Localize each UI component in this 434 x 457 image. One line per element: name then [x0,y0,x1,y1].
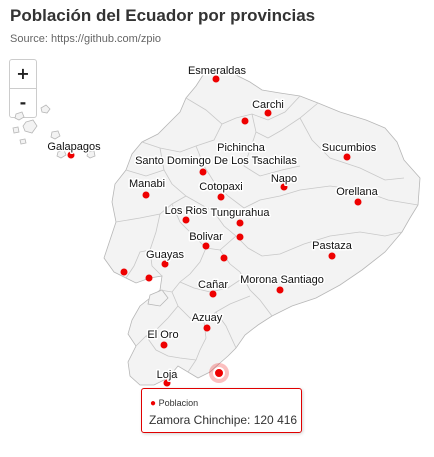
label-sucumbios: Sucumbios [322,142,377,154]
point-manabi[interactable] [142,191,150,199]
tooltip-series: ● Poblacion [150,398,198,409]
point-el-oro[interactable] [160,341,168,349]
point-sucumbios[interactable] [343,153,351,161]
label-tungurahua: Tungurahua [211,207,271,219]
label-esmeraldas: Esmeraldas [188,65,247,77]
label-galapagos: Galapagos [47,141,101,153]
label-santo-domingo-de-los-tsachilas: Santo Domingo De Los Tsachilas [135,155,297,167]
label-orellana: Orellana [336,186,378,198]
point-carchi[interactable] [264,109,272,117]
point-pichincha[interactable] [241,117,249,125]
point-santo-domingo-de-los-tsachilas[interactable] [199,168,207,176]
point-tungurahua[interactable] [236,219,244,227]
province-labels: Esmeraldas Carchi Galapagos Pichincha Sucumb… [46,64,380,383]
point-los-rios[interactable] [182,216,190,224]
point-guayas[interactable] [161,260,169,268]
zoom-in-button[interactable]: + [16,64,30,83]
label-pichincha: Pichincha [217,142,266,154]
point-cotopaxi[interactable] [217,193,225,201]
point-pastaza[interactable] [328,252,336,260]
tooltip-series-name: Poblacion [158,398,199,408]
point-point-20[interactable] [220,254,228,262]
chart-subtitle: Source: https://github.com/zpio [10,33,162,45]
point-azuay[interactable] [203,324,211,332]
mainland-ecuador[interactable] [103,67,421,386]
tooltip: ● Poblacion Zamora Chinchipe: 120 416 [141,388,302,433]
label-los-rios: Los Rios [165,205,208,217]
tooltip-value: Zamora Chinchipe: 120 416 [149,413,298,427]
label-morona-santiago: Morona Santiago [240,274,324,286]
galapagos-islands[interactable] [12,104,96,159]
label-pastaza: Pastaza [312,240,353,252]
label-napo: Napo [271,173,297,185]
point-galapagos[interactable] [67,151,75,159]
point-morona-santiago[interactable] [276,286,284,294]
province-points [67,75,362,387]
selected-point-marker[interactable] [209,363,229,383]
point-loja[interactable] [163,379,171,387]
label-guayas: Guayas [146,249,184,261]
zoom-controls: + - [9,59,37,118]
point-canar[interactable] [209,290,217,298]
label-bolivar: Bolivar [189,231,223,243]
point-point-21[interactable] [120,268,128,276]
point-bolivar[interactable] [202,242,210,250]
point-point-22[interactable] [145,274,153,282]
label-loja: Loja [157,369,179,381]
label-canar: Cañar [198,279,228,291]
label-cotopaxi: Cotopaxi [199,181,242,193]
point-orellana[interactable] [354,198,362,206]
point-point-23[interactable] [236,233,244,241]
label-el-oro: El Oro [147,329,178,341]
point-esmeraldas[interactable] [212,75,220,83]
selected-point[interactable] [213,367,225,379]
label-carchi: Carchi [252,99,284,111]
zoom-out-button[interactable]: - [10,88,36,117]
label-manabi: Manabi [129,178,165,190]
tooltip-series-bullet: ● [150,398,157,409]
province-borders [115,95,419,373]
chart-title: Población del Ecuador por provincias [10,6,316,25]
point-napo[interactable] [280,183,288,191]
label-azuay: Azuay [192,312,223,324]
